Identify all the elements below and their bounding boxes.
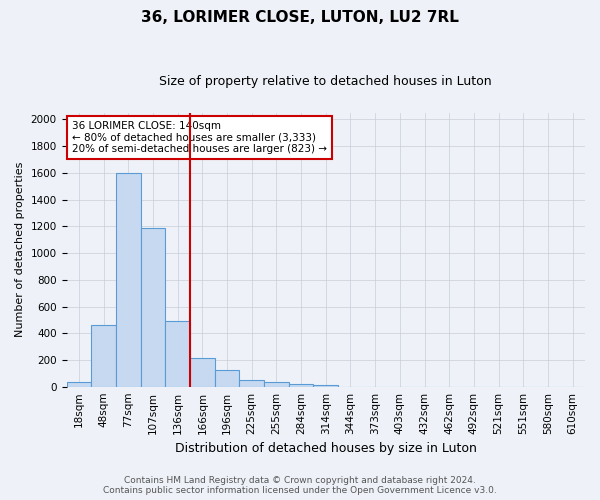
Text: Contains HM Land Registry data © Crown copyright and database right 2024.
Contai: Contains HM Land Registry data © Crown c… [103, 476, 497, 495]
Title: Size of property relative to detached houses in Luton: Size of property relative to detached ho… [160, 75, 492, 88]
X-axis label: Distribution of detached houses by size in Luton: Distribution of detached houses by size … [175, 442, 477, 455]
Text: 36 LORIMER CLOSE: 140sqm
← 80% of detached houses are smaller (3,333)
20% of sem: 36 LORIMER CLOSE: 140sqm ← 80% of detach… [72, 121, 327, 154]
Bar [116, 173, 140, 386]
Bar [289, 384, 313, 386]
Y-axis label: Number of detached properties: Number of detached properties [15, 162, 25, 338]
Bar [190, 358, 215, 386]
Text: 36, LORIMER CLOSE, LUTON, LU2 7RL: 36, LORIMER CLOSE, LUTON, LU2 7RL [141, 10, 459, 25]
Bar [140, 228, 165, 386]
Bar [239, 380, 264, 386]
Bar [215, 370, 239, 386]
Bar [165, 321, 190, 386]
Bar [91, 325, 116, 386]
Bar [264, 382, 289, 386]
Bar [67, 382, 91, 386]
Bar [313, 385, 338, 386]
